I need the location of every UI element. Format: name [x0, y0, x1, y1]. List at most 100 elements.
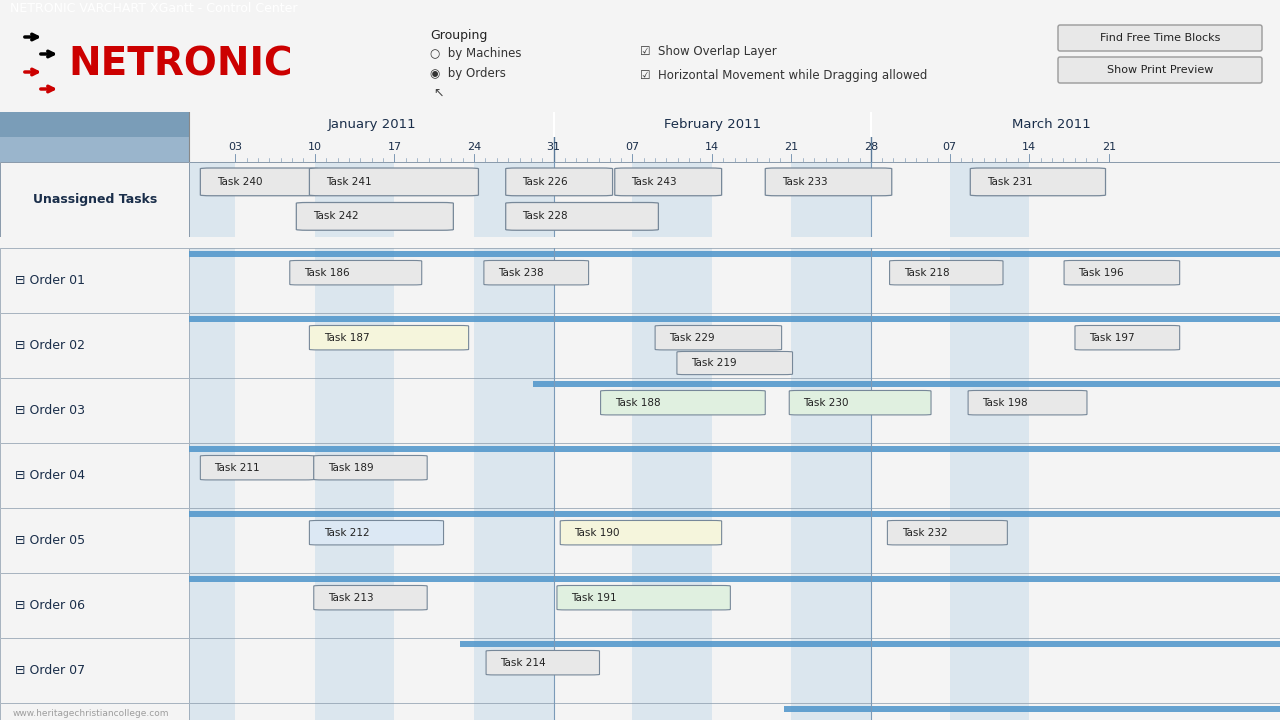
Bar	[474, 248, 554, 313]
Bar	[791, 573, 870, 638]
FancyBboxPatch shape	[310, 168, 479, 196]
Bar	[950, 443, 1029, 508]
Text: Task 187: Task 187	[324, 333, 369, 343]
Bar	[189, 315, 1280, 322]
Text: 03: 03	[228, 143, 242, 153]
Bar	[474, 508, 554, 573]
Bar	[189, 703, 236, 720]
FancyBboxPatch shape	[557, 585, 731, 610]
Text: 14: 14	[1023, 143, 1037, 153]
Bar	[315, 443, 394, 508]
Bar	[189, 443, 236, 508]
Text: 21: 21	[785, 143, 799, 153]
Bar	[189, 446, 1280, 452]
FancyBboxPatch shape	[968, 390, 1087, 415]
Bar	[315, 378, 394, 443]
Bar	[474, 443, 554, 508]
Bar	[315, 638, 394, 703]
Bar	[791, 508, 870, 573]
Bar	[189, 313, 236, 378]
Text: NETRONIC: NETRONIC	[68, 46, 293, 84]
Bar	[474, 703, 554, 720]
Text: Find Free Time Blocks: Find Free Time Blocks	[1100, 33, 1220, 43]
Bar	[632, 378, 712, 443]
Text: Grouping: Grouping	[430, 29, 488, 42]
Text: Task 243: Task 243	[631, 177, 677, 187]
FancyBboxPatch shape	[614, 168, 722, 196]
Bar	[791, 248, 870, 313]
Bar	[189, 162, 236, 237]
FancyBboxPatch shape	[484, 261, 589, 285]
Bar	[189, 575, 1280, 582]
FancyBboxPatch shape	[890, 261, 1004, 285]
FancyBboxPatch shape	[790, 390, 931, 415]
FancyBboxPatch shape	[296, 202, 453, 230]
Bar	[791, 313, 870, 378]
Bar	[791, 378, 870, 443]
FancyBboxPatch shape	[655, 325, 782, 350]
Text: ⊟ Order 06: ⊟ Order 06	[15, 599, 86, 612]
Text: Task 238: Task 238	[498, 268, 544, 278]
Bar	[791, 638, 870, 703]
Bar	[189, 638, 236, 703]
Bar	[315, 703, 394, 720]
Text: Task 189: Task 189	[328, 463, 374, 473]
FancyBboxPatch shape	[201, 168, 319, 196]
FancyBboxPatch shape	[561, 521, 722, 545]
Text: Task 196: Task 196	[1078, 268, 1124, 278]
Bar	[189, 573, 236, 638]
Bar	[315, 508, 394, 573]
Text: NETRONIC VARCHART XGantt - Control Center: NETRONIC VARCHART XGantt - Control Cente…	[10, 2, 298, 15]
Bar	[189, 378, 236, 443]
Text: Task 228: Task 228	[522, 212, 568, 221]
Text: 07: 07	[942, 143, 956, 153]
Bar	[791, 443, 870, 508]
Bar	[315, 573, 394, 638]
Bar	[950, 313, 1029, 378]
Text: ☑  Show Overlap Layer: ☑ Show Overlap Layer	[640, 45, 777, 58]
Bar	[950, 508, 1029, 573]
Bar	[315, 162, 394, 237]
FancyBboxPatch shape	[506, 168, 613, 196]
Bar	[632, 443, 712, 508]
Bar	[460, 641, 1280, 647]
Bar	[632, 703, 712, 720]
Text: 31: 31	[547, 143, 561, 153]
FancyBboxPatch shape	[970, 168, 1106, 196]
Text: Task 232: Task 232	[901, 528, 947, 538]
Text: ⊟ Order 02: ⊟ Order 02	[15, 339, 86, 352]
Text: Task 218: Task 218	[904, 268, 950, 278]
Text: ○  by Machines: ○ by Machines	[430, 47, 521, 60]
FancyBboxPatch shape	[677, 351, 792, 374]
Text: 07: 07	[625, 143, 639, 153]
FancyBboxPatch shape	[506, 202, 658, 230]
FancyBboxPatch shape	[486, 650, 599, 675]
Text: 21: 21	[1102, 143, 1116, 153]
FancyBboxPatch shape	[1075, 325, 1180, 350]
Bar	[950, 638, 1029, 703]
Text: ⊟ Order 04: ⊟ Order 04	[15, 469, 86, 482]
Bar	[791, 162, 870, 237]
Bar	[632, 313, 712, 378]
Text: Task 212: Task 212	[324, 528, 369, 538]
Text: Task 240: Task 240	[216, 177, 262, 187]
Bar	[632, 162, 712, 237]
Text: Task 214: Task 214	[500, 657, 545, 667]
Text: Task 226: Task 226	[522, 177, 568, 187]
Text: 14: 14	[705, 143, 719, 153]
Bar	[950, 703, 1029, 720]
Text: Task 213: Task 213	[328, 593, 374, 603]
FancyBboxPatch shape	[600, 390, 765, 415]
Text: Unassigned Tasks: Unassigned Tasks	[32, 193, 157, 206]
FancyBboxPatch shape	[887, 521, 1007, 545]
Text: ⊟ Order 07: ⊟ Order 07	[15, 664, 86, 677]
Bar	[315, 248, 394, 313]
FancyBboxPatch shape	[1059, 57, 1262, 83]
Bar	[315, 313, 394, 378]
Text: Task 186: Task 186	[303, 268, 349, 278]
Text: ◉  by Orders: ◉ by Orders	[430, 67, 506, 80]
Text: Task 211: Task 211	[215, 463, 260, 473]
Text: March 2011: March 2011	[1011, 118, 1091, 131]
Bar	[474, 313, 554, 378]
Text: Show Print Preview: Show Print Preview	[1107, 65, 1213, 75]
